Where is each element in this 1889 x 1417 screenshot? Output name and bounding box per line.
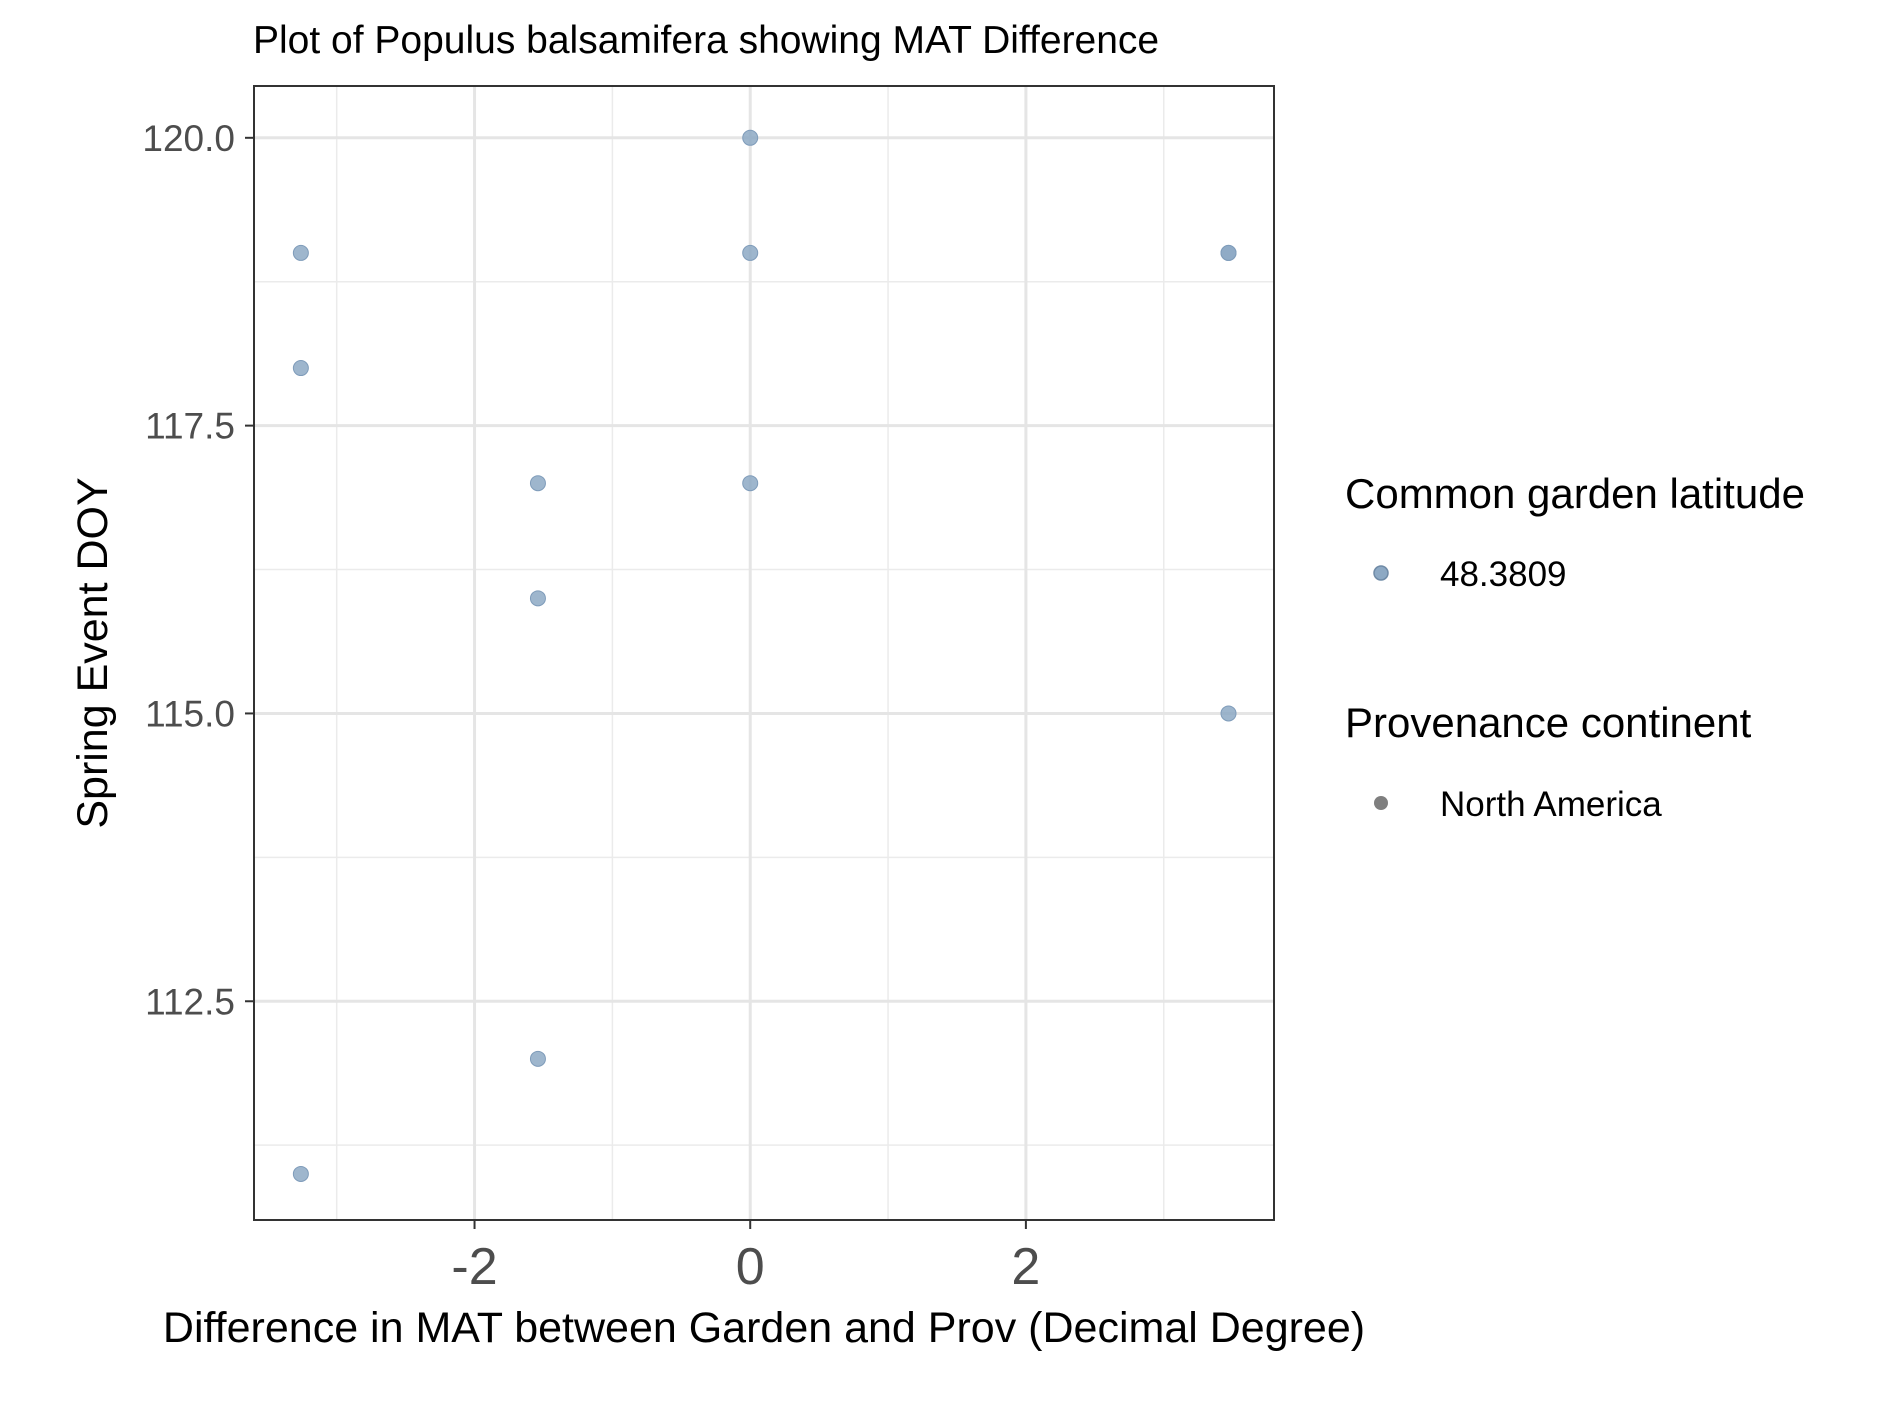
y-tick-label: 115.0: [145, 693, 235, 734]
data-point: [742, 129, 759, 146]
data-point: [292, 1165, 309, 1182]
y-tick-label: 120.0: [142, 118, 235, 159]
legend-label-latitude: 48.3809: [1440, 555, 1567, 594]
legend-label-continent: North America: [1440, 785, 1662, 824]
data-point: [292, 360, 309, 377]
data-point: [529, 475, 546, 492]
data-point: [529, 590, 546, 607]
y-tick-label: 117.5: [145, 406, 235, 447]
x-tick-label: 0: [736, 1238, 765, 1296]
legend-key-latitude: [1373, 565, 1389, 581]
x-tick-label: 2: [1011, 1238, 1040, 1296]
data-point: [742, 244, 759, 261]
x-axis-ticks: -2 0 2: [451, 1220, 1040, 1296]
chart-title: Plot of Populus balsamifera showing MAT …: [253, 19, 1159, 62]
x-tick-label: -2: [451, 1238, 497, 1296]
plot-panel-border: [253, 85, 1275, 1221]
data-point: [1220, 705, 1237, 722]
x-axis-title: Difference in MAT between Garden and Pro…: [163, 1304, 1365, 1352]
data-points: [292, 129, 1237, 1182]
grid-minor: [254, 86, 1274, 1220]
data-point: [742, 475, 759, 492]
y-axis-ticks: 112.5 115.0 117.5 120.0: [142, 118, 254, 1022]
data-point: [292, 244, 309, 261]
y-axis-title: Spring Event DOY: [69, 477, 117, 828]
legend-key-continent: [1374, 796, 1388, 810]
legend-title-continent: Provenance continent: [1345, 699, 1752, 746]
y-tick-label: 112.5: [145, 981, 235, 1022]
data-point: [1220, 244, 1237, 261]
data-point: [529, 1050, 546, 1067]
legend-title-latitude: Common garden latitude: [1345, 470, 1805, 517]
grid-major: [254, 86, 1274, 1220]
